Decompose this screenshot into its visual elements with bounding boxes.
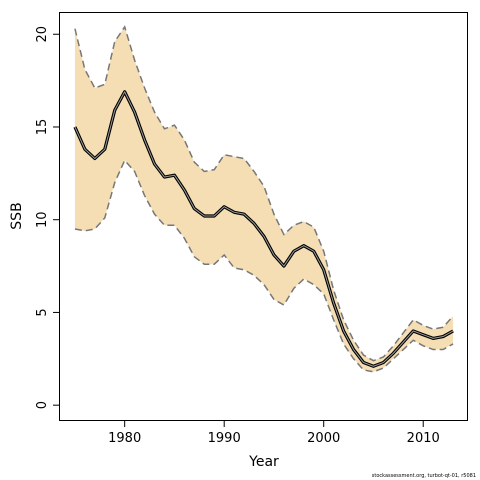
x-tick-label: 1980 xyxy=(108,431,141,446)
y-axis: 0 5 10 15 20 xyxy=(35,26,60,409)
x-tick-label: 2010 xyxy=(407,431,440,446)
x-axis: 1980 1990 2000 2010 xyxy=(108,420,440,446)
x-tick-label: 1990 xyxy=(208,431,241,446)
x-axis-title: Year xyxy=(248,454,279,470)
x-tick-label: 2000 xyxy=(307,431,340,446)
plot-frame xyxy=(59,12,468,421)
y-tick-label: 0 xyxy=(35,401,50,409)
lower-bound-line xyxy=(74,158,454,373)
y-tick-label: 5 xyxy=(35,308,50,316)
series-lines-layer xyxy=(73,25,454,373)
confidence-band xyxy=(74,26,454,372)
estimate-line-inner xyxy=(74,91,454,367)
y-tick-label: 20 xyxy=(35,26,50,43)
y-tick-label: 15 xyxy=(35,119,50,136)
confidence-band-layer xyxy=(74,26,454,372)
y-axis-title: SSB xyxy=(9,202,25,229)
upper-bound-line xyxy=(74,25,454,362)
y-tick-label: 10 xyxy=(35,211,50,228)
chart-footnote: stockassessment.org, turbot-qt-01, r5081 xyxy=(372,473,476,479)
